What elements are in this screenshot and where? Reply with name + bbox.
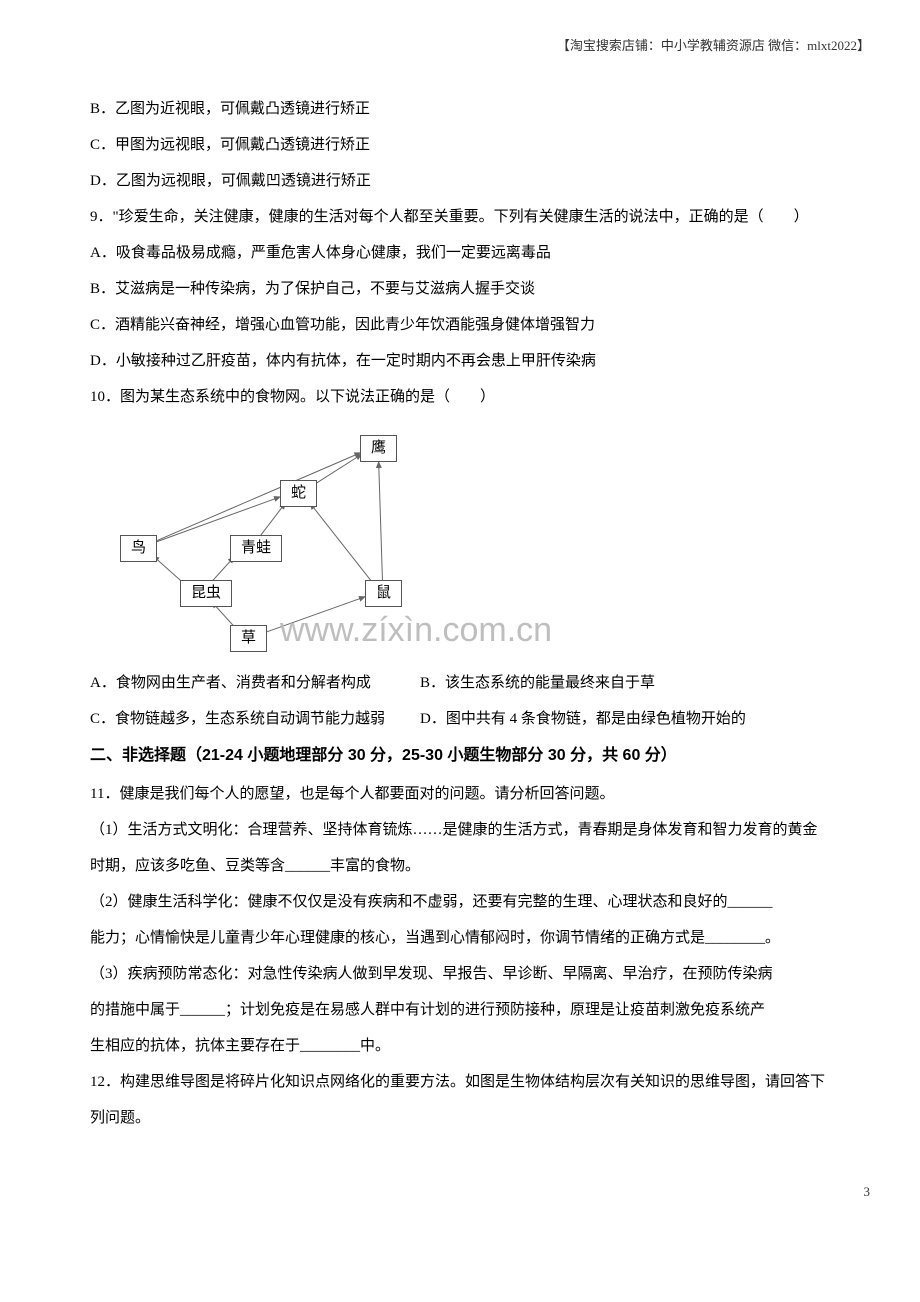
page-number: 3 [90,1176,870,1207]
q11-p3c: 生相应的抗体，抗体主要存在于________中。 [90,1028,830,1064]
q11-stem: 11．健康是我们每个人的愿望，也是每个人都要面对的问题。请分析回答问题。 [90,776,830,812]
q11-p3a: （3）疾病预防常态化：对急性传染病人做到早发现、早报告、早诊断、早隔离、早治疗，… [90,956,830,992]
q12-stem: 12．构建思维导图是将碎片化知识点网络化的重要方法。如图是生物体结构层次有关知识… [90,1064,830,1136]
q8-option-c: C．甲图为远视眼，可佩戴凸透镜进行矫正 [90,127,830,163]
food-web-diagram: 鹰蛇鸟青蛙昆虫鼠草 www.zíxìn.com.cn [90,425,420,655]
q10-option-a: A．食物网由生产者、消费者和分解者构成 [90,665,420,701]
q9-option-a: A．吸食毒品极易成瘾，严重危害人体身心健康，我们一定要远离毒品 [90,235,830,271]
q11-p2b: 能力；心情愉快是儿童青少年心理健康的核心，当遇到心情郁闷时，你调节情绪的正确方式… [90,920,830,956]
q10-stem: 10．图为某生态系统中的食物网。以下说法正确的是（ ） [90,379,830,415]
q9-option-b: B．艾滋病是一种传染病，为了保护自己，不要与艾滋病人握手交谈 [90,271,830,307]
q10-option-c: C．食物链越多，生态系统自动调节能力越弱 [90,701,420,737]
q10-option-d: D．图中共有 4 条食物链，都是由绿色植物开始的 [420,701,746,737]
edge-snake-eagle [310,454,362,487]
q11-p1: （1）生活方式文明化：合理营养、坚持体育锍炼……是健康的生活方式，青春期是身体发… [90,812,830,884]
node-grass: 草 [230,625,267,652]
q9-stem: 9．"珍爱生命，关注健康，健康的生活对每个人都至关重要。下列有关健康生活的说法中… [90,199,830,235]
q8-option-d: D．乙图为远视眼，可佩戴凹透镜进行矫正 [90,163,830,199]
q8-option-b: B．乙图为近视眼，可佩戴凸透镜进行矫正 [90,91,830,127]
header-note: 【淘宝搜索店铺：中小学教辅资源店 微信：mlxt2022】 [90,30,870,61]
edge-bird-eagle [151,453,361,544]
edge-mouse-eagle [379,461,383,582]
edge-grass-mouse [261,597,366,634]
edge-mouse-snake [310,503,374,585]
q10-option-b: B．该生态系统的能量最终来自于草 [420,665,655,701]
edge-frog-snake [257,503,285,540]
q11-p2a: （2）健康生活科学化：健康不仅仅是没有疾病和不虚弱，还要有完整的生理、心理状态和… [90,884,830,920]
node-snake: 蛇 [280,480,317,507]
node-frog: 青蛙 [230,535,282,562]
q11-p3b: 的措施中属于______；计划免疫是在易感人群中有计划的进行预防接种，原理是让疫… [90,992,830,1028]
node-insect: 昆虫 [180,580,232,607]
node-bird: 鸟 [120,535,157,562]
q9-option-c: C．酒精能兴奋神经，增强心血管功能，因此青少年饮酒能强身健体增强智力 [90,307,830,343]
section2-title: 二、非选择题（21-24 小题地理部分 30 分，25-30 小题生物部分 30… [90,737,830,775]
node-mouse: 鼠 [365,580,402,607]
watermark-text: www.zíxìn.com.cn [280,590,552,672]
q9-option-d: D．小敏接种过乙肝疫苗，体内有抗体，在一定时期内不再会患上甲肝传染病 [90,343,830,379]
node-eagle: 鹰 [360,435,397,462]
